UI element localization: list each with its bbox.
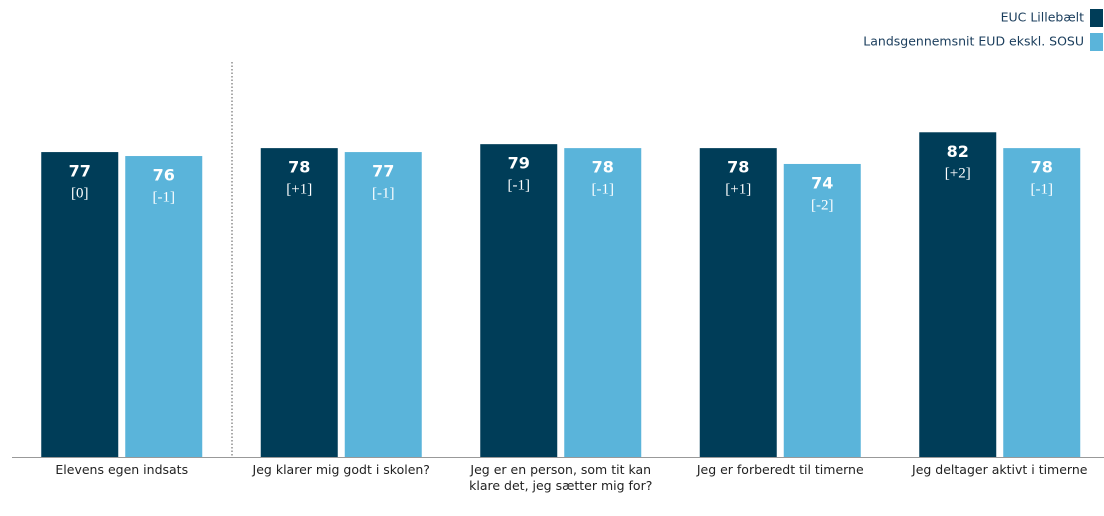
x-tick-label: Jeg klarer mig godt i skolen? <box>252 462 430 477</box>
value-label: 78 <box>1031 158 1053 177</box>
bar <box>699 148 777 457</box>
x-tick-label: Elevens egen indsats <box>55 462 189 477</box>
legend-swatch <box>1090 33 1103 51</box>
value-label: 78 <box>288 158 310 177</box>
change-label: [-1] <box>592 182 615 198</box>
bar <box>344 152 422 457</box>
change-label: [-2] <box>811 197 834 213</box>
value-label: 78 <box>592 158 614 177</box>
change-label: [-1] <box>153 189 176 205</box>
value-label: 82 <box>947 142 969 161</box>
change-label: [-1] <box>1031 182 1054 198</box>
change-label: [+1] <box>725 182 751 198</box>
change-label: [+2] <box>945 166 971 182</box>
legend-label: Landsgennemsnit EUD ekskl. SOSU <box>863 34 1084 49</box>
change-label: [-1] <box>508 178 531 194</box>
change-label: [0] <box>71 186 89 202</box>
bar <box>260 148 338 457</box>
value-label: 77 <box>69 162 91 181</box>
legend-label: EUC Lillebælt <box>1001 10 1085 25</box>
x-tick-label: Jeg deltager aktivt i timerne <box>912 462 1088 477</box>
change-label: [-1] <box>372 186 395 202</box>
bar <box>564 148 642 457</box>
bar <box>919 132 997 457</box>
legend-swatch <box>1090 9 1103 27</box>
bar <box>1003 148 1081 457</box>
change-label: [+1] <box>286 182 312 198</box>
value-label: 77 <box>372 162 394 181</box>
value-label: 78 <box>727 158 749 177</box>
bar <box>41 152 119 457</box>
value-label: 79 <box>508 154 530 173</box>
bar <box>125 156 203 458</box>
bar <box>480 144 558 457</box>
bar <box>783 163 861 457</box>
x-tick-label: Jeg er en person, som tit kan klare det,… <box>469 462 653 493</box>
value-label: 74 <box>811 173 833 192</box>
value-label: 76 <box>153 166 175 185</box>
x-tick-label: Jeg er forberedt til timerne <box>696 462 864 477</box>
